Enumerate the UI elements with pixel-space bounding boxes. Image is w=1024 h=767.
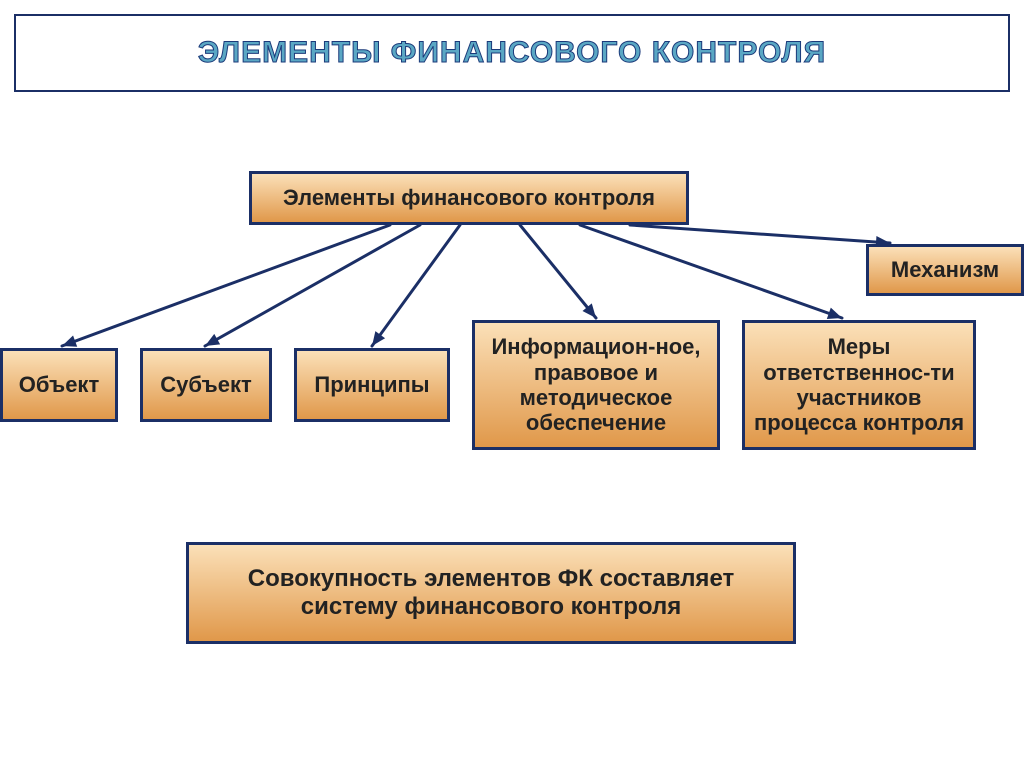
node-mechanism-label: Механизм xyxy=(891,257,999,282)
node-summary: Совокупность элементов ФК составляет сис… xyxy=(186,542,796,644)
node-measures-label: Меры ответственнос-ти участников процесс… xyxy=(751,334,967,435)
node-subject: Субъект xyxy=(140,348,272,422)
node-subject-label: Субъект xyxy=(160,372,251,397)
page-title-frame: ЭЛЕМЕНТЫ ФИНАНСОВОГО КОНТРОЛЯ xyxy=(14,14,1010,92)
node-measures: Меры ответственнос-ти участников процесс… xyxy=(742,320,976,450)
page-title: ЭЛЕМЕНТЫ ФИНАНСОВОГО КОНТРОЛЯ xyxy=(198,36,826,70)
diagram-canvas: { "type": "flowchart", "canvas": { "widt… xyxy=(0,0,1024,767)
node-root-label: Элементы финансового контроля xyxy=(283,185,655,210)
node-principles-label: Принципы xyxy=(314,372,429,397)
node-info-label: Информацион-ное, правовое и методическое… xyxy=(481,334,711,435)
node-info: Информацион-ное, правовое и методическое… xyxy=(472,320,720,450)
node-mechanism: Механизм xyxy=(866,244,1024,296)
node-object: Объект xyxy=(0,348,118,422)
node-principles: Принципы xyxy=(294,348,450,422)
node-summary-label: Совокупность элементов ФК составляет сис… xyxy=(248,565,734,620)
node-root: Элементы финансового контроля xyxy=(249,171,689,225)
node-object-label: Объект xyxy=(19,372,99,397)
